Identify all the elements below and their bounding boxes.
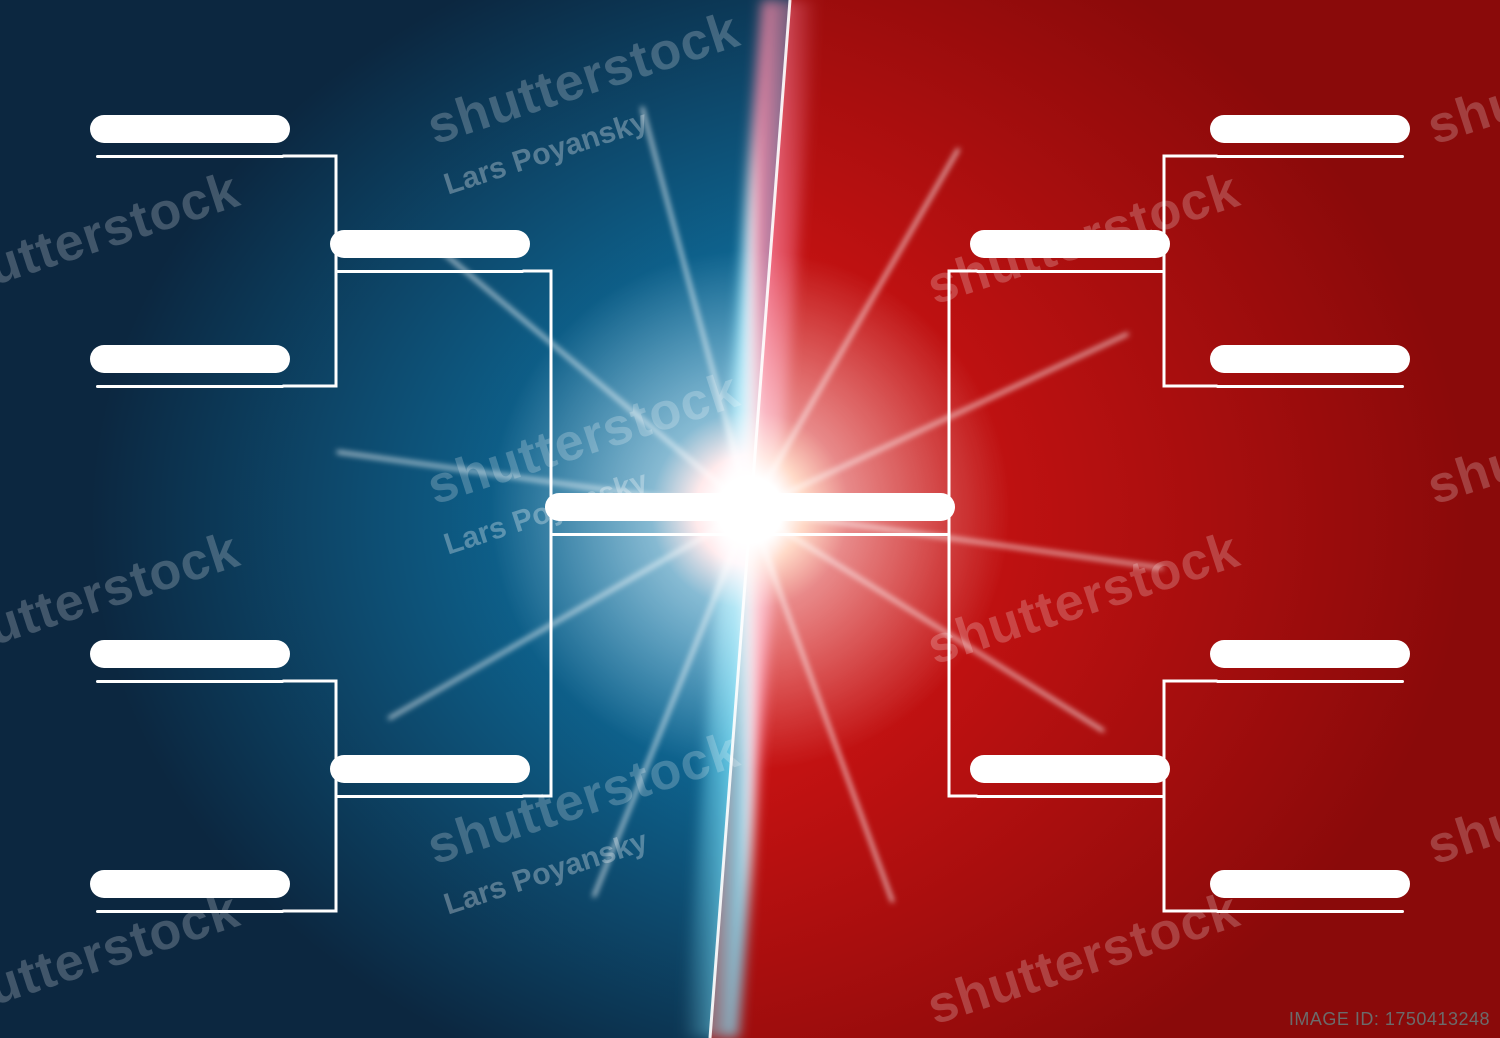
left-r1-slot-1 (90, 115, 290, 143)
right-r2-slot-2 (970, 755, 1170, 783)
right-r1-slot-2 (1210, 345, 1410, 373)
right-r1-slot-4 (1210, 870, 1410, 898)
right-r2-slot-1 (970, 230, 1170, 258)
left-r1-slot-2 (90, 345, 290, 373)
right-r1-slot-3 (1210, 640, 1410, 668)
left-r1-slot-4 (90, 870, 290, 898)
left-r2-slot-2 (330, 755, 530, 783)
right-final-slot (755, 493, 955, 521)
right-r1-slot-1 (1210, 115, 1410, 143)
tournament-bracket-graphic: shutterstockshutterstockshutterstockshut… (0, 0, 1500, 1038)
left-r1-slot-3 (90, 640, 290, 668)
left-r2-slot-1 (330, 230, 530, 258)
image-id-label: IMAGE ID: 1750413248 (1289, 1009, 1490, 1030)
left-final-slot (545, 493, 745, 521)
